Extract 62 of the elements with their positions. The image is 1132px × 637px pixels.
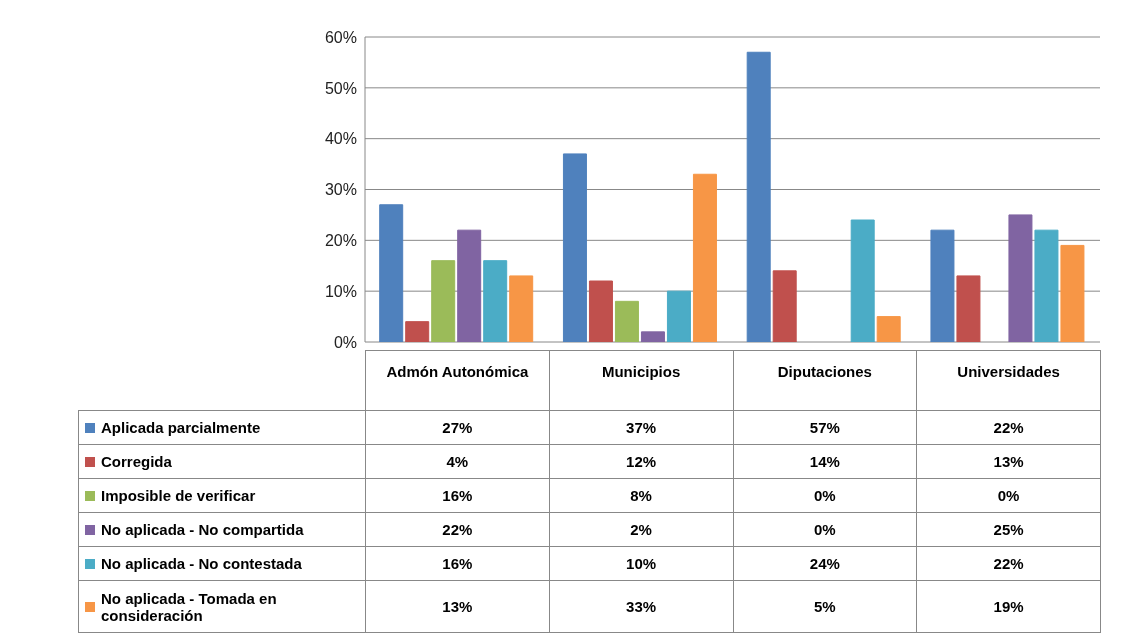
data-label: 0%	[733, 512, 917, 547]
bar	[405, 321, 430, 342]
data-label: 19%	[916, 580, 1101, 633]
data-label: 13%	[916, 444, 1101, 479]
bar	[746, 51, 771, 342]
bar	[1034, 229, 1059, 342]
legend-label: No aplicada - No contestada	[101, 555, 302, 572]
data-label: 22%	[365, 512, 550, 547]
legend-label: Imposible de verificar	[101, 487, 256, 504]
y-tick-label: 40%	[324, 130, 357, 148]
data-label: 4%	[365, 444, 550, 479]
bar	[1060, 244, 1085, 342]
x-tick-label: Diputaciones	[733, 350, 917, 411]
data-label: 57%	[733, 410, 917, 445]
legend-label: Corregida	[101, 453, 172, 470]
x-tick-label: Admón Autonómica	[365, 350, 550, 411]
data-label: 27%	[365, 410, 550, 445]
y-tick-label: 10%	[324, 282, 357, 300]
data-label: 2%	[549, 512, 733, 547]
data-label: 0%	[733, 478, 917, 513]
legend-label: No aplicada - No compartida	[101, 521, 304, 538]
data-label: 12%	[549, 444, 733, 479]
bar	[666, 290, 691, 342]
y-tick-label: 50%	[324, 79, 357, 97]
data-label: 16%	[365, 478, 550, 513]
bar	[640, 331, 665, 342]
data-label: 25%	[916, 512, 1101, 547]
bar	[614, 300, 639, 342]
data-label: 16%	[365, 546, 550, 581]
bar	[457, 229, 482, 342]
bar	[876, 316, 901, 342]
bar	[956, 275, 981, 342]
bar	[431, 260, 456, 342]
y-tick-label: 0%	[333, 333, 357, 351]
bar	[930, 229, 955, 342]
data-label: 33%	[549, 580, 733, 633]
bar	[1008, 214, 1033, 342]
bar	[379, 204, 404, 342]
y-tick-label: 20%	[324, 232, 357, 250]
data-label: 24%	[733, 546, 917, 581]
y-tick-label: 30%	[324, 181, 357, 199]
bar	[509, 275, 534, 342]
data-label: 37%	[549, 410, 733, 445]
data-label: 22%	[916, 546, 1101, 581]
y-tick-label: 60%	[324, 28, 357, 46]
data-label: 5%	[733, 580, 917, 633]
data-label: 14%	[733, 444, 917, 479]
legend-label: No aplicada - Tomada en consideración	[101, 589, 278, 624]
data-label: 13%	[365, 580, 550, 633]
data-label: 10%	[549, 546, 733, 581]
bar	[562, 153, 587, 342]
legend-label: Aplicada parcialmente	[101, 419, 261, 436]
bar	[692, 173, 717, 342]
x-tick-label: Municipios	[549, 350, 733, 411]
x-tick-label: Universidades	[916, 350, 1101, 411]
bar	[772, 270, 797, 342]
data-label: 0%	[916, 478, 1101, 513]
bar	[483, 260, 508, 342]
bar	[850, 219, 875, 342]
bar	[588, 280, 613, 342]
data-label: 8%	[549, 478, 733, 513]
data-label: 22%	[916, 410, 1101, 445]
